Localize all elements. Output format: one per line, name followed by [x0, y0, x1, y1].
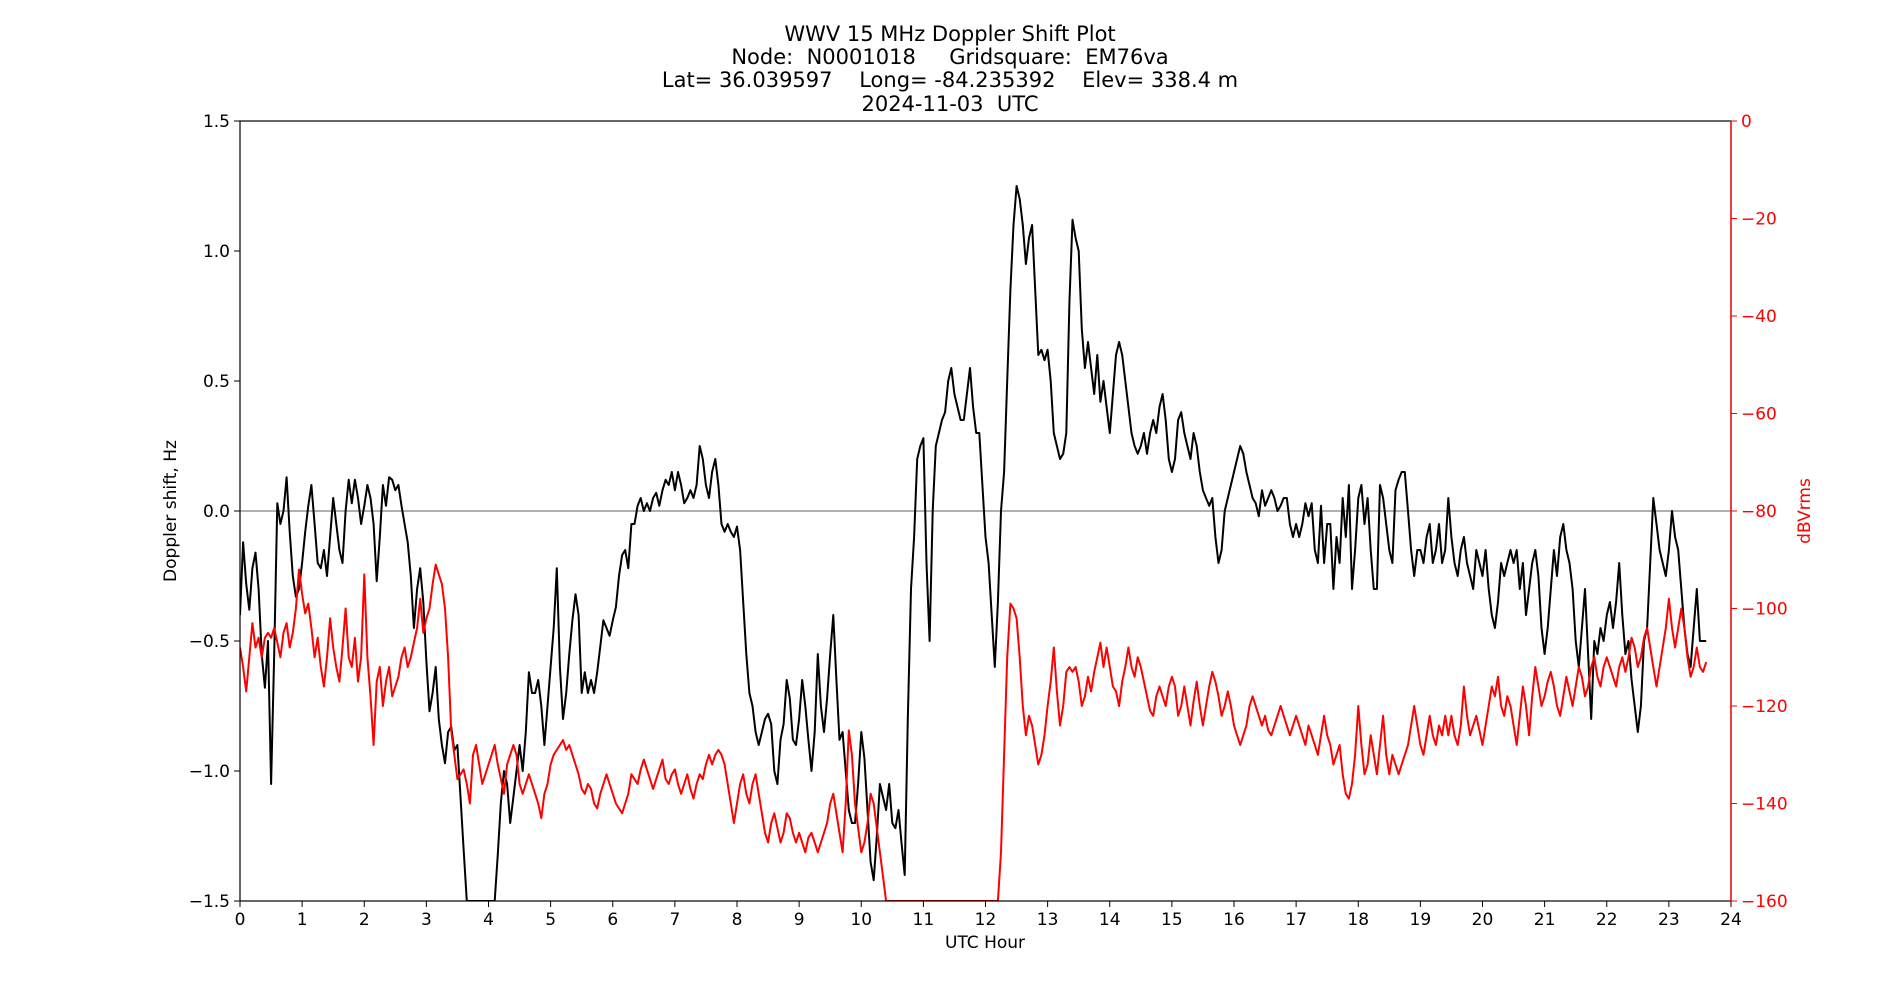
y-tick-label: −1.0 [189, 762, 230, 782]
y2-tick-label: −140 [1741, 795, 1788, 815]
y2-tick-label: −160 [1741, 892, 1788, 912]
x-tick-label: 1 [297, 910, 308, 930]
y2-tick-label: −20 [1741, 210, 1777, 230]
x-tick-label: 8 [732, 910, 743, 930]
x-tick-label: 23 [1658, 910, 1680, 930]
y-tick-label: 0.5 [203, 372, 230, 392]
y2-tick-label: −40 [1741, 307, 1777, 327]
y-tick-label: −1.5 [189, 892, 230, 912]
x-tick-label: 10 [850, 910, 872, 930]
x-axis-label: UTC Hour [945, 933, 1025, 953]
chart-subtitle-date: 2024-11-03 UTC [861, 92, 1039, 116]
x-tick-label: 3 [421, 910, 432, 930]
y2-tick-label: −120 [1741, 697, 1788, 717]
x-tick-label: 0 [235, 910, 246, 930]
x-tick-label: 5 [545, 910, 556, 930]
y2-tick-label: −60 [1741, 405, 1777, 425]
y-axis-label: Doppler shift, Hz [161, 440, 181, 582]
x-tick-label: 4 [483, 910, 494, 930]
x-tick-label: 17 [1285, 910, 1307, 930]
x-tick-label: 2 [359, 910, 370, 930]
y-tick-label: −0.5 [189, 632, 230, 652]
x-tick-label: 24 [1720, 910, 1742, 930]
chart-subtitle-node: Node: N0001018 Gridsquare: EM76va [731, 45, 1169, 69]
x-tick-label: 18 [1347, 910, 1369, 930]
y-tick-label: 1.0 [203, 242, 230, 262]
x-tick-label: 6 [607, 910, 618, 930]
x-tick-label: 7 [669, 910, 680, 930]
y2-axis-label: dBVrms [1795, 478, 1815, 544]
x-tick-label: 21 [1534, 910, 1556, 930]
x-tick-label: 12 [975, 910, 997, 930]
x-tick-label: 9 [794, 910, 805, 930]
x-tick-label: 20 [1472, 910, 1494, 930]
x-tick-label: 11 [913, 910, 935, 930]
doppler-shift-line [240, 185, 1707, 901]
y2-tick-label: 0 [1741, 112, 1752, 132]
y2-tick-label: −80 [1741, 502, 1777, 522]
x-tick-label: 16 [1223, 910, 1245, 930]
y2-tick-label: −100 [1741, 600, 1788, 620]
power-dbvrms-line [240, 563, 1708, 901]
y-tick-label: 0.0 [203, 502, 230, 522]
chart-title: WWV 15 MHz Doppler Shift Plot [784, 22, 1116, 46]
y-tick-label: 1.5 [203, 112, 230, 132]
x-tick-label: 22 [1596, 910, 1618, 930]
x-tick-label: 19 [1410, 910, 1432, 930]
chart-subtitle-location: Lat= 36.039597 Long= -84.235392 Elev= 33… [661, 68, 1239, 92]
x-tick-label: 13 [1037, 910, 1059, 930]
x-tick-label: 15 [1161, 910, 1183, 930]
x-tick-label: 14 [1099, 910, 1121, 930]
